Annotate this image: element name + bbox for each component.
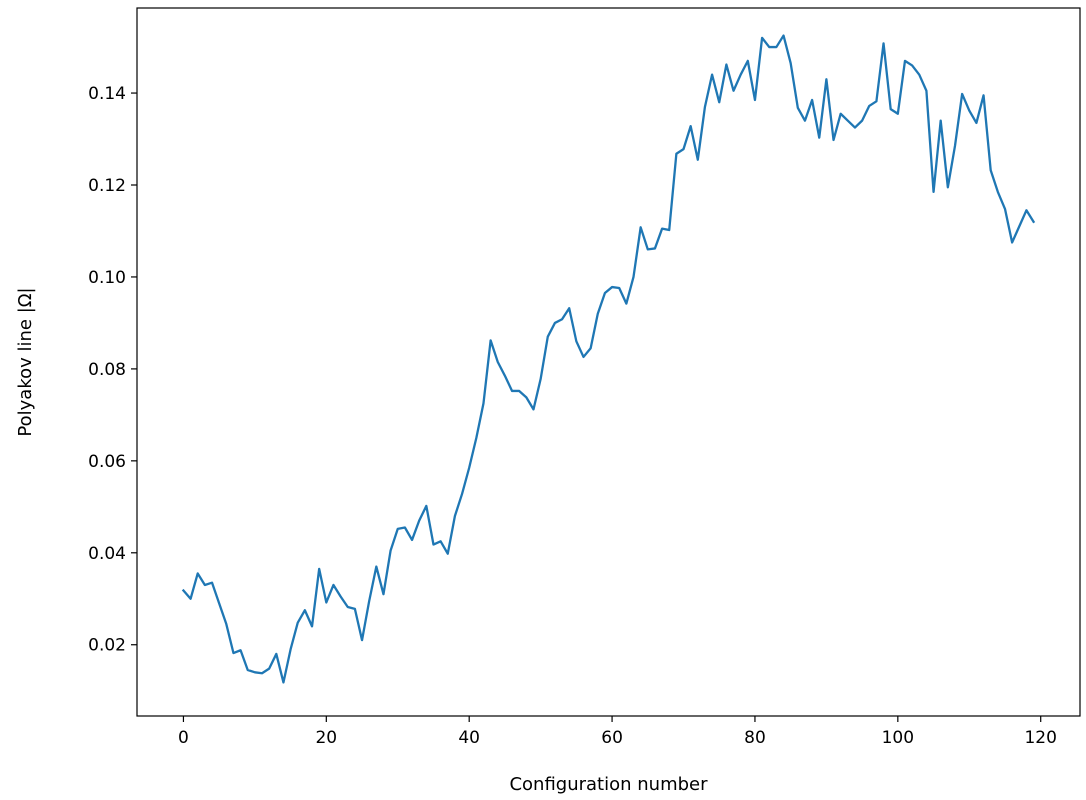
plot-area <box>136 7 1081 717</box>
y-tick-label: 0.02 <box>88 636 126 656</box>
x-tick-label: 60 <box>601 728 623 748</box>
x-tick-label: 0 <box>178 728 189 748</box>
y-tick-label: 0.04 <box>88 544 126 564</box>
x-axis-label: Configuration number <box>509 774 708 795</box>
x-axis: 0 20 40 60 80 100 120 <box>178 716 1057 748</box>
x-tick-label: 100 <box>882 728 914 748</box>
y-axis: 0.02 0.04 0.06 0.08 0.10 0.12 0.14 <box>88 84 137 656</box>
x-tick-label: 20 <box>315 728 337 748</box>
y-tick-label: 0.10 <box>88 268 126 288</box>
y-tick-label: 0.06 <box>88 452 126 472</box>
x-tick-label: 80 <box>744 728 766 748</box>
series-line-0 <box>181 34 1036 684</box>
y-tick-label: 0.12 <box>88 176 126 196</box>
plot-frame <box>136 7 1081 717</box>
x-tick-label: 40 <box>458 728 480 748</box>
y-tick-label: 0.08 <box>88 360 126 380</box>
y-tick-label: 0.14 <box>88 84 126 104</box>
x-tick-label: 120 <box>1024 728 1056 748</box>
y-axis-label: Polyakov line |Ω| <box>15 287 36 436</box>
